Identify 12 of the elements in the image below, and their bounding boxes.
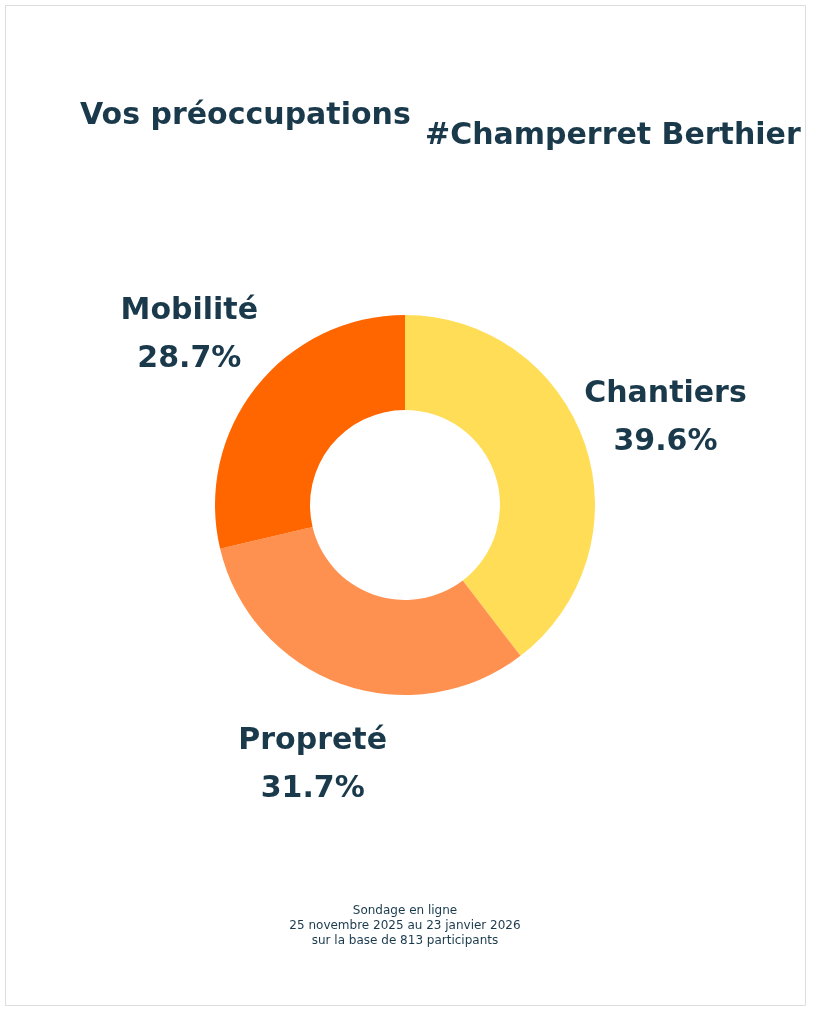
text: sur la base de 813 participants [311, 933, 499, 947]
donut-slice [220, 526, 521, 695]
text: Sondage en ligne [352, 903, 458, 917]
chart-title: Vos préoccupations [80, 96, 411, 131]
slice-label: Mobilité [120, 291, 259, 327]
data-label: 28.7% [137, 339, 242, 375]
data-label: 31.7% [260, 769, 365, 805]
slice-label: Chantiers [584, 373, 747, 409]
data-label: 39.6% [613, 421, 718, 457]
slice-label: Propreté [238, 721, 388, 757]
text: 25 novembre 2025 au 23 janvier 2026 [289, 918, 521, 932]
chart-subtitle: #Champerret Berthier [425, 116, 801, 151]
